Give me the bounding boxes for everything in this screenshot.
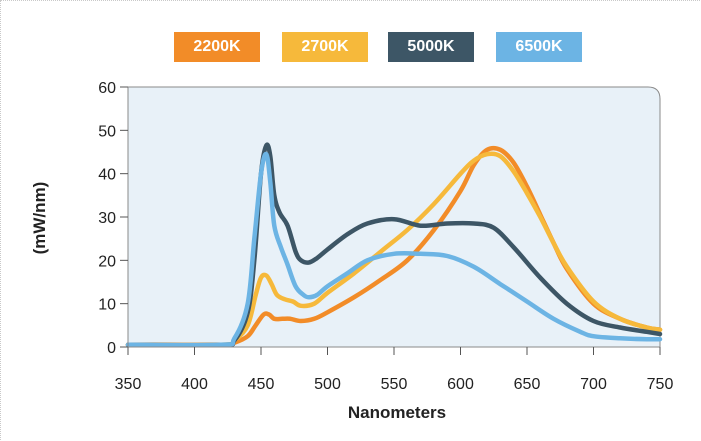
x-tick-label: 700 (580, 376, 607, 393)
x-axis-label: Nanometers (348, 403, 446, 422)
series-line-6500K (125, 151, 663, 348)
x-tick-label: 350 (115, 376, 142, 393)
chart-legend: 2200K 2700K 5000K 6500K (0, 32, 701, 62)
y-tick-label: 10 (98, 297, 116, 314)
y-axis-label: (mW/nm) (30, 182, 49, 255)
x-tick-label: 650 (514, 376, 541, 393)
legend-item-2200K: 2200K (174, 32, 260, 62)
x-tick-label: 400 (181, 376, 208, 393)
y-tick-label: 20 (98, 253, 116, 270)
y-tick-label: 40 (98, 167, 116, 184)
series-line-2700K (125, 151, 663, 348)
y-tick-label: 50 (98, 123, 116, 140)
x-tick-label: 550 (381, 376, 408, 393)
legend-item-5000K: 5000K (388, 32, 474, 62)
x-tick-label: 600 (447, 376, 474, 393)
x-tick-label: 500 (314, 376, 341, 393)
x-tick-label: 750 (647, 376, 674, 393)
legend-item-6500K: 6500K (496, 32, 582, 62)
legend-item-2700K: 2700K (282, 32, 368, 62)
x-tick-label: 450 (248, 376, 275, 393)
y-tick-label: 0 (107, 340, 116, 357)
y-tick-label: 30 (98, 210, 116, 227)
y-tick-label: 60 (98, 80, 116, 97)
